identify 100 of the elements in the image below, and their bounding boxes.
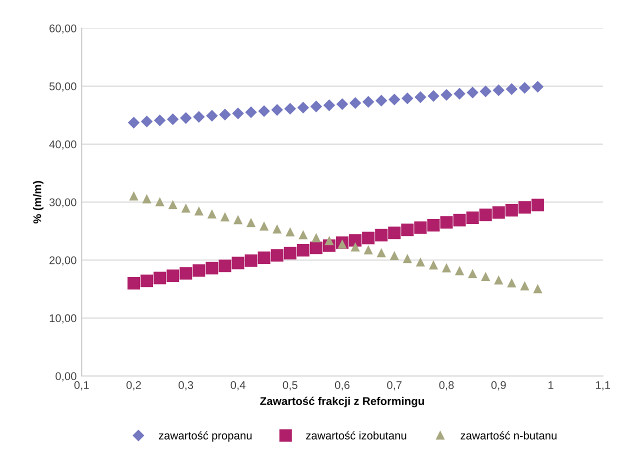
point <box>284 103 296 114</box>
point <box>428 90 440 102</box>
point <box>232 108 244 120</box>
point <box>299 230 308 240</box>
point <box>453 214 466 226</box>
point <box>377 248 386 258</box>
point <box>414 221 427 234</box>
point <box>167 114 178 125</box>
point <box>481 272 490 282</box>
point <box>246 218 256 228</box>
x-tick-label: 0,7 <box>387 381 402 390</box>
point <box>310 100 322 112</box>
x-tick-label: 0,9 <box>491 381 506 390</box>
point <box>388 94 400 106</box>
y-tick-label: 40,00 <box>49 140 76 150</box>
point <box>192 264 206 277</box>
point <box>312 234 320 242</box>
point <box>362 232 375 244</box>
point <box>166 269 180 282</box>
point <box>310 242 322 254</box>
point <box>401 224 414 236</box>
point <box>534 284 542 294</box>
point <box>390 252 399 260</box>
y-tick-label: 50,00 <box>49 82 76 92</box>
x-axis-title: Zawartość frakcji z Reformingu <box>260 396 424 408</box>
point <box>388 226 401 240</box>
point <box>375 228 388 242</box>
x-tick-label: 0,6 <box>334 381 350 390</box>
point <box>272 225 282 234</box>
x-tick-label: 0,3 <box>178 381 194 390</box>
x-tick-label: 1 <box>548 381 554 389</box>
x-tick-label: 0,1 <box>74 381 89 390</box>
point <box>298 102 309 114</box>
point <box>442 264 451 272</box>
y-tick-label: 60,00 <box>50 24 76 34</box>
point <box>349 234 362 247</box>
point <box>324 100 335 111</box>
point <box>350 97 361 109</box>
point <box>260 222 268 231</box>
point <box>479 208 492 222</box>
point <box>532 81 544 92</box>
point <box>376 95 387 106</box>
point <box>429 261 438 270</box>
point <box>284 246 296 260</box>
point <box>258 252 270 264</box>
point <box>234 216 242 224</box>
x-tick-label: 1,1 <box>596 381 610 390</box>
point <box>180 267 192 280</box>
point <box>182 204 190 213</box>
point <box>218 260 232 272</box>
point <box>455 266 464 276</box>
legend-label: zawartość propanu <box>158 431 252 442</box>
point <box>493 84 504 96</box>
x-tick-label: 0,5 <box>282 381 298 390</box>
point <box>206 262 218 274</box>
point <box>454 88 466 100</box>
point <box>494 276 503 285</box>
point <box>531 198 544 212</box>
point <box>362 96 374 108</box>
point <box>219 108 231 120</box>
point <box>427 219 440 232</box>
x-tick-label: 0,4 <box>230 381 246 390</box>
point <box>130 192 138 200</box>
x-tick-label: 0,8 <box>439 381 454 390</box>
point <box>141 116 152 128</box>
point <box>520 282 529 290</box>
point <box>492 206 505 219</box>
y-tick-label: 0,00 <box>56 372 76 382</box>
point <box>154 114 166 126</box>
point <box>364 246 372 254</box>
point <box>258 105 270 117</box>
point <box>286 228 294 236</box>
y-tick-label: 10,00 <box>50 314 76 324</box>
y-tick-label: 20,00 <box>50 256 76 266</box>
legend-label: zawartość n-butanu <box>460 431 556 440</box>
point <box>468 270 477 278</box>
point <box>168 200 178 210</box>
point <box>206 110 218 122</box>
point <box>480 86 492 97</box>
point <box>208 210 216 218</box>
point <box>351 243 360 252</box>
point <box>440 89 452 100</box>
point <box>507 279 516 288</box>
point <box>128 117 140 128</box>
point <box>154 272 166 284</box>
point <box>128 277 140 290</box>
point <box>416 258 425 267</box>
point <box>414 92 426 103</box>
point <box>505 204 518 216</box>
point <box>245 106 257 118</box>
point <box>156 198 164 206</box>
point <box>220 213 230 222</box>
point <box>506 83 518 95</box>
point <box>270 249 284 262</box>
point <box>194 207 204 216</box>
point <box>519 82 530 94</box>
point <box>402 92 414 104</box>
y-tick-label: 30,00 <box>49 198 76 208</box>
point <box>336 98 348 110</box>
x-tick-label: 0,2 <box>126 381 141 390</box>
